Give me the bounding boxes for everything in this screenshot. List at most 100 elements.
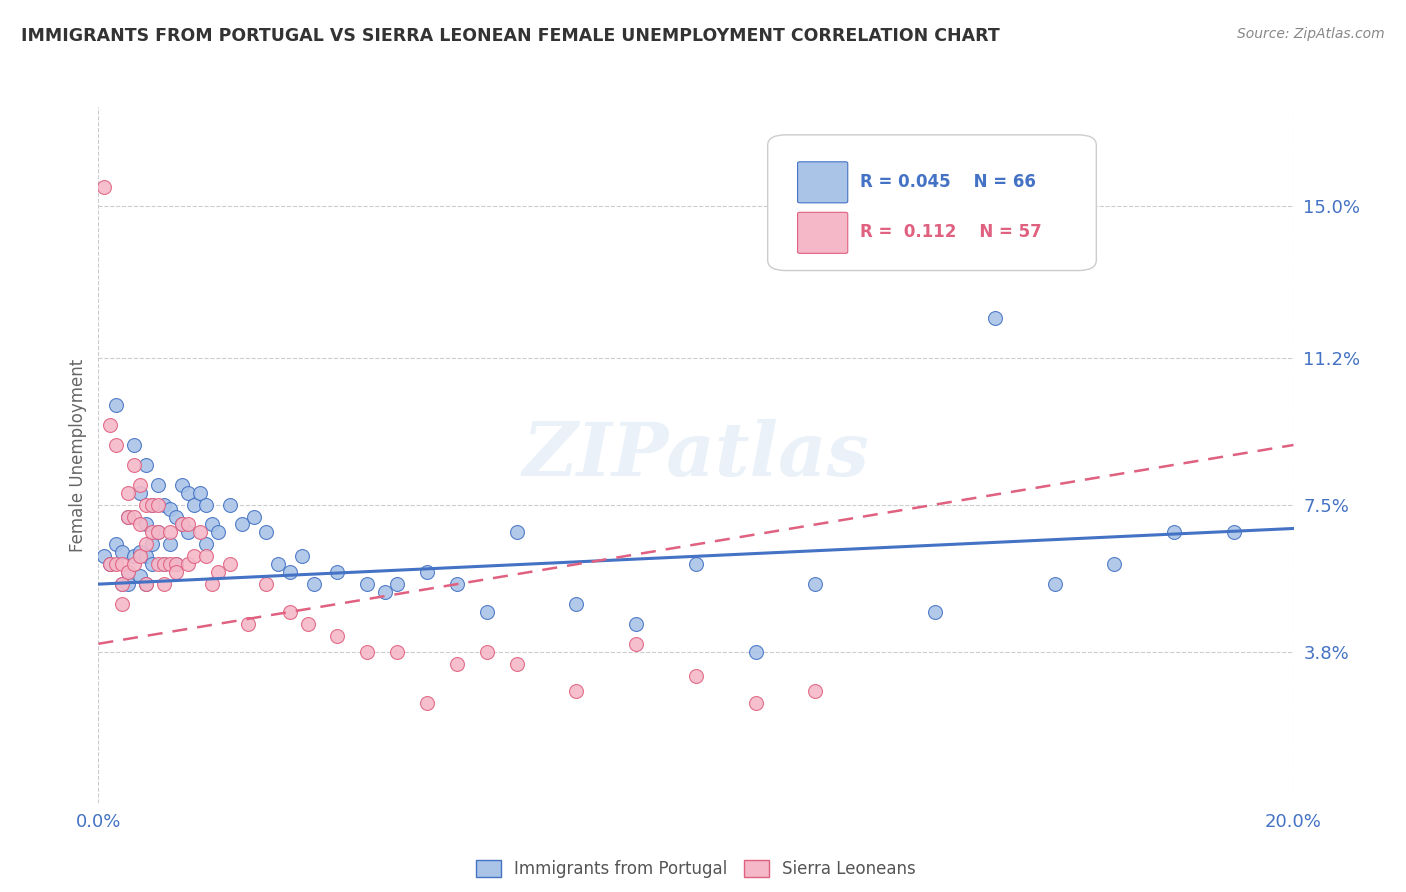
Point <box>153 558 176 572</box>
Point <box>135 549 157 564</box>
Point <box>278 565 301 579</box>
Point <box>194 537 218 551</box>
Point <box>124 509 146 524</box>
Text: R = 0.045    N = 66: R = 0.045 N = 66 <box>859 173 1036 191</box>
Point <box>183 549 205 564</box>
Point <box>207 525 229 540</box>
Point <box>93 549 115 564</box>
Point <box>475 605 498 619</box>
Point <box>983 310 1005 325</box>
Text: IMMIGRANTS FROM PORTUGAL VS SIERRA LEONEAN FEMALE UNEMPLOYMENT CORRELATION CHART: IMMIGRANTS FROM PORTUGAL VS SIERRA LEONE… <box>21 27 1000 45</box>
Point <box>98 418 122 433</box>
Point <box>141 498 163 512</box>
Point <box>135 458 157 472</box>
Point <box>745 645 768 659</box>
Point <box>1104 558 1126 572</box>
Point <box>475 645 498 659</box>
Point <box>165 509 187 524</box>
Point <box>165 558 187 572</box>
Point <box>506 525 529 540</box>
Point <box>172 477 194 491</box>
Point <box>141 537 163 551</box>
Point <box>172 517 194 532</box>
Point <box>159 525 181 540</box>
Point <box>745 697 768 711</box>
Point <box>254 525 277 540</box>
Point <box>231 517 253 532</box>
Point <box>924 605 946 619</box>
Point <box>1223 525 1246 540</box>
Text: Source: ZipAtlas.com: Source: ZipAtlas.com <box>1237 27 1385 41</box>
Point <box>188 525 211 540</box>
Point <box>129 517 152 532</box>
Point <box>124 549 146 564</box>
Y-axis label: Female Unemployment: Female Unemployment <box>69 359 87 551</box>
Point <box>326 565 349 579</box>
Point <box>194 549 218 564</box>
Point <box>207 565 229 579</box>
Point <box>172 517 194 532</box>
Point <box>124 458 146 472</box>
Point <box>356 577 378 591</box>
Point <box>124 438 146 452</box>
Point <box>201 577 224 591</box>
Text: R =  0.112    N = 57: R = 0.112 N = 57 <box>859 224 1042 242</box>
Point <box>219 558 242 572</box>
Point <box>129 485 152 500</box>
Point <box>148 477 170 491</box>
Point <box>278 605 301 619</box>
Point <box>219 498 242 512</box>
Point <box>153 577 176 591</box>
Point <box>148 498 170 512</box>
Point <box>135 537 157 551</box>
Point <box>302 577 325 591</box>
Point <box>93 179 115 194</box>
Point <box>565 684 588 698</box>
Point <box>159 537 181 551</box>
Point <box>416 565 439 579</box>
Point <box>105 438 128 452</box>
Point <box>117 565 139 579</box>
Point <box>804 684 827 698</box>
Legend: Immigrants from Portugal, Sierra Leoneans: Immigrants from Portugal, Sierra Leonean… <box>470 854 922 885</box>
Point <box>148 525 170 540</box>
Point <box>105 1 128 15</box>
Point <box>201 517 224 532</box>
Point <box>111 545 134 559</box>
Point <box>416 697 439 711</box>
Point <box>1043 577 1066 591</box>
Point <box>374 585 396 599</box>
Point <box>105 398 128 412</box>
Point <box>177 485 200 500</box>
Point <box>98 558 122 572</box>
Point <box>565 597 588 611</box>
Point <box>446 657 468 671</box>
Point <box>153 558 176 572</box>
Point <box>135 517 157 532</box>
Point <box>153 498 176 512</box>
Point <box>135 577 157 591</box>
Point <box>159 558 181 572</box>
Point <box>141 525 163 540</box>
Point <box>326 629 349 643</box>
Point <box>385 645 409 659</box>
Point <box>1163 525 1185 540</box>
Point <box>129 549 152 564</box>
FancyBboxPatch shape <box>797 212 848 253</box>
Point <box>194 498 218 512</box>
Point <box>111 558 134 572</box>
Point <box>188 485 211 500</box>
Point <box>124 558 146 572</box>
Point <box>267 558 290 572</box>
Point <box>385 577 409 591</box>
Point <box>129 569 152 583</box>
Point <box>129 545 152 559</box>
Point <box>165 565 187 579</box>
Point <box>141 558 163 572</box>
Point <box>135 498 157 512</box>
Point <box>236 616 259 631</box>
Point <box>117 565 139 579</box>
Point <box>159 501 181 516</box>
Point <box>165 558 187 572</box>
Point <box>129 477 152 491</box>
